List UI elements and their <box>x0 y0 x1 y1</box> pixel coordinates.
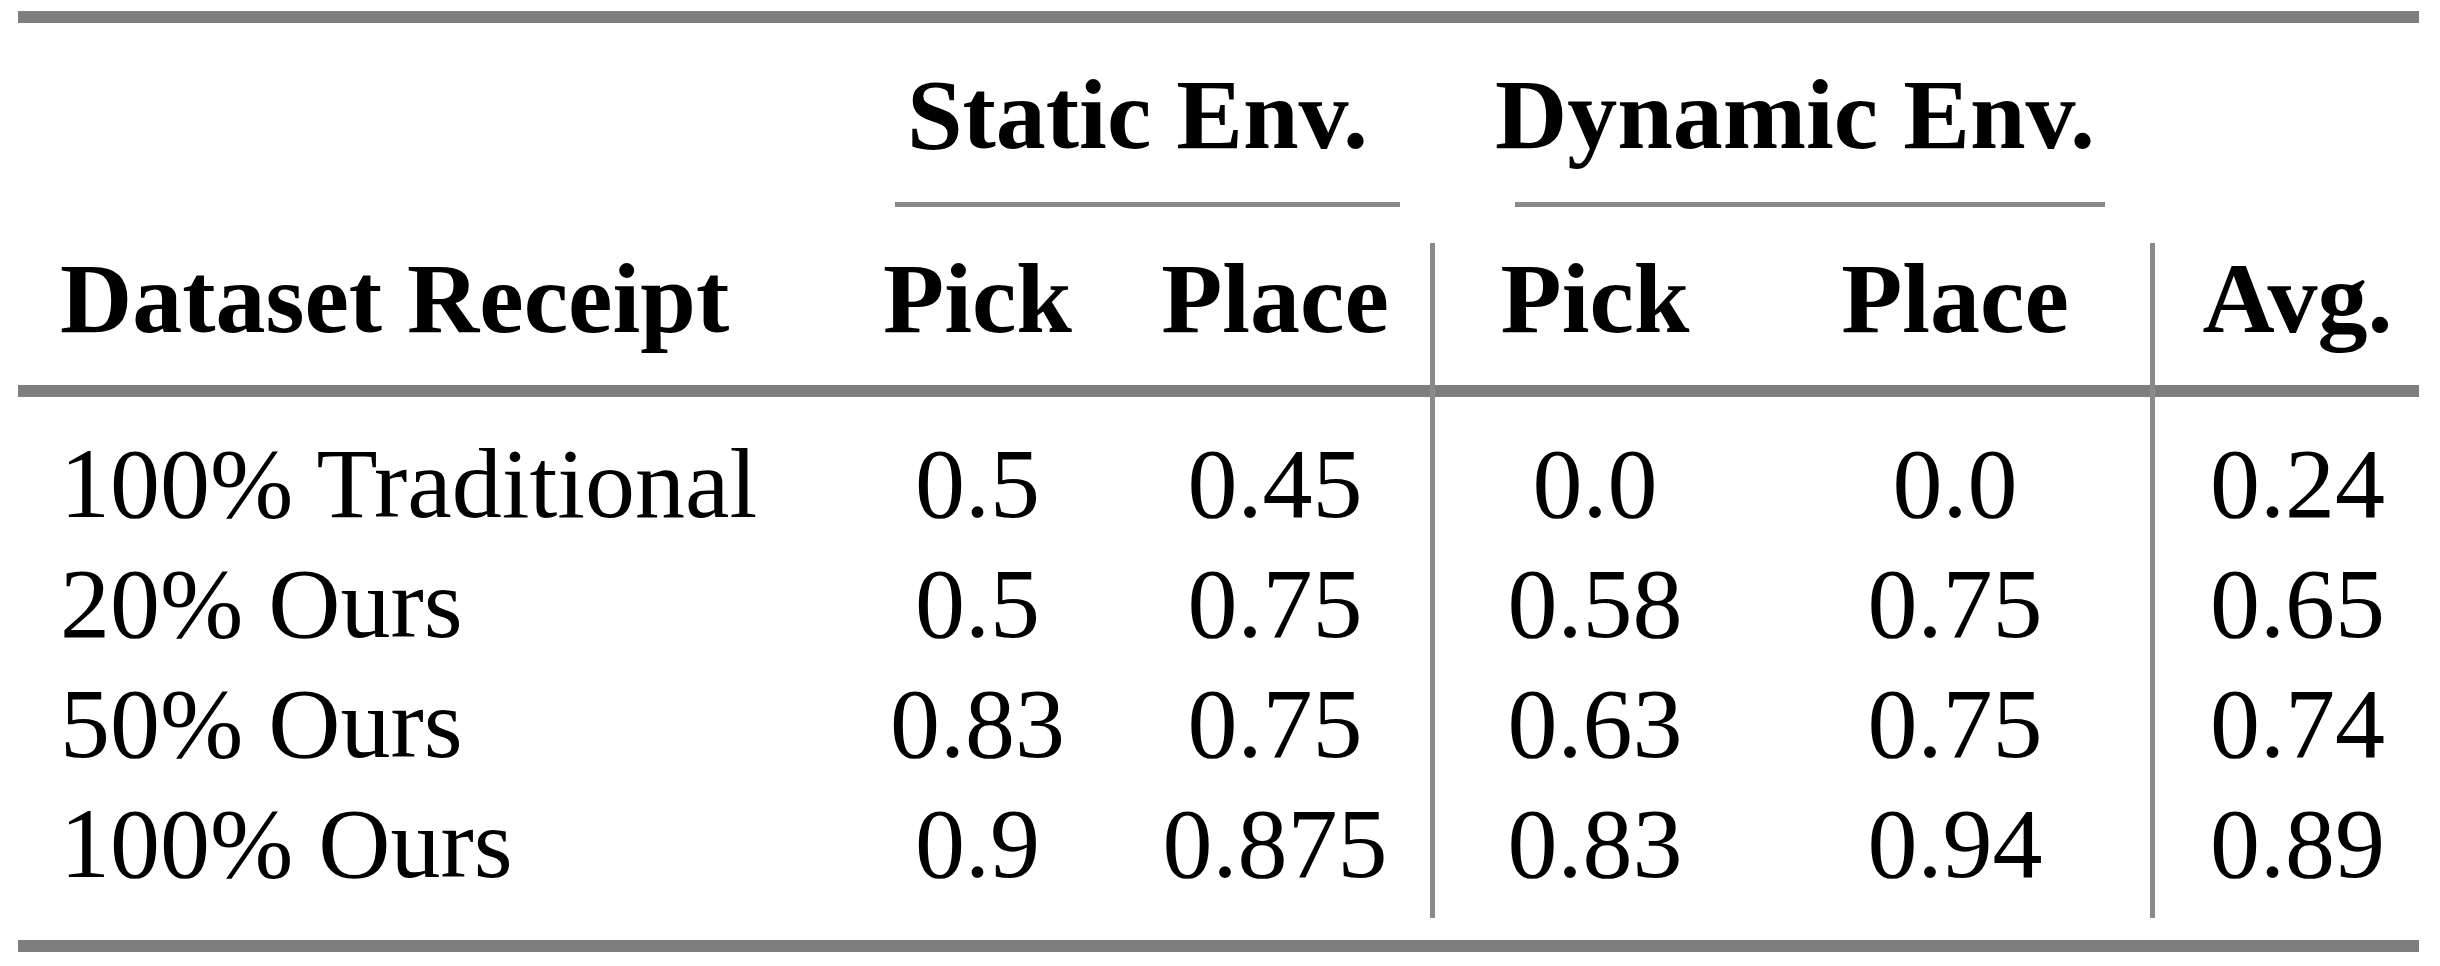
cell-value: 0.65 <box>2155 544 2440 664</box>
cell-value: 0.94 <box>1755 784 2155 904</box>
table-row: 100% Ours 0.9 0.875 0.83 0.94 0.89 <box>0 784 2440 904</box>
row-label: 20% Ours <box>0 544 840 664</box>
cell-value: 0.83 <box>1435 784 1755 904</box>
column-header-row: Dataset Receipt Pick Place Pick Place Av… <box>0 207 2440 391</box>
column-header-dynamic-place: Place <box>1755 207 2155 391</box>
group-header-row: Static Env. Dynamic Env. <box>0 23 2440 207</box>
cell-value: 0.89 <box>2155 784 2440 904</box>
row-label: 50% Ours <box>0 664 840 784</box>
column-header-dataset-receipt: Dataset Receipt <box>0 207 840 391</box>
cell-value: 0.58 <box>1435 544 1755 664</box>
results-table: Static Env. Dynamic Env. Dataset Receipt… <box>0 0 2440 966</box>
column-header-static-place: Place <box>1115 207 1435 391</box>
column-header-static-pick: Pick <box>840 207 1115 391</box>
group-header-dynamic-env: Dynamic Env. <box>1435 23 2155 207</box>
table-bottom-rule <box>18 940 2419 952</box>
table-top-rule <box>18 11 2419 23</box>
group-header-spacer <box>0 23 840 207</box>
cell-value: 0.24 <box>2155 424 2440 544</box>
column-header-avg: Avg. <box>2155 207 2440 391</box>
cell-value: 0.75 <box>1115 544 1435 664</box>
cell-value: 0.74 <box>2155 664 2440 784</box>
cell-value: 0.75 <box>1755 664 2155 784</box>
cell-value: 0.0 <box>1435 424 1755 544</box>
cell-value: 0.875 <box>1115 784 1435 904</box>
row-label: 100% Traditional <box>0 424 840 544</box>
group-header-spacer <box>2155 23 2440 207</box>
cell-value: 0.9 <box>840 784 1115 904</box>
cell-value: 0.83 <box>840 664 1115 784</box>
group-header-static-env: Static Env. <box>840 23 1435 207</box>
cell-value: 0.0 <box>1755 424 2155 544</box>
cell-value: 0.75 <box>1755 544 2155 664</box>
column-header-dynamic-pick: Pick <box>1435 207 1755 391</box>
cell-value: 0.5 <box>840 544 1115 664</box>
cell-value: 0.5 <box>840 424 1115 544</box>
table-row: 100% Traditional 0.5 0.45 0.0 0.0 0.24 <box>0 424 2440 544</box>
table-row: 20% Ours 0.5 0.75 0.58 0.75 0.65 <box>0 544 2440 664</box>
cell-value: 0.45 <box>1115 424 1435 544</box>
table-row: 50% Ours 0.83 0.75 0.63 0.75 0.74 <box>0 664 2440 784</box>
row-label: 100% Ours <box>0 784 840 904</box>
cell-value: 0.63 <box>1435 664 1755 784</box>
cell-value: 0.75 <box>1115 664 1435 784</box>
